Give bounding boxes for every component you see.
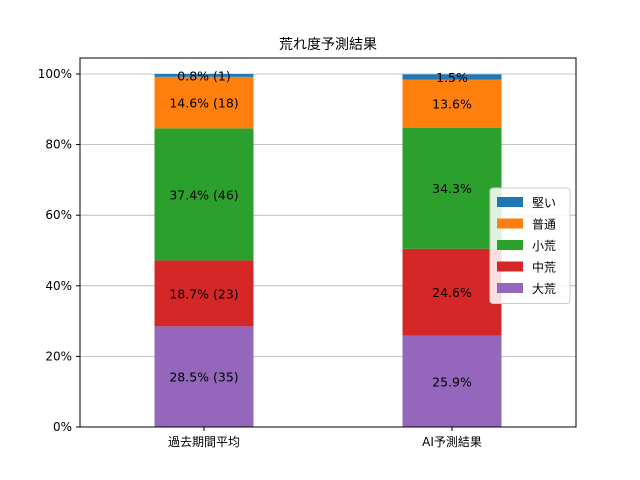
bar-segment [154,326,254,427]
legend-swatch [497,197,523,207]
data-label: 28.5% (35) [169,370,238,385]
data-label: 34.3% [432,181,472,196]
y-tick-label: 100% [38,67,72,81]
legend-label: 中荒 [532,260,556,275]
data-labels: 28.5% (35) 18.7% (23) 37.4% (46) 14.6% (18)… [169,68,472,389]
legend-label: 小荒 [532,239,556,253]
data-label: 1.5% [436,70,468,85]
legend-label: 普通 [532,218,556,232]
bar-segment [402,74,502,80]
data-label: 13.6% [432,97,472,112]
legend-label: 大荒 [532,282,556,296]
legend-swatch [497,283,523,293]
legend-label: 堅い [532,196,556,210]
bar-segment [402,248,502,336]
y-tick-label: 20% [45,349,72,363]
data-label: 18.7% (23) [169,286,238,301]
bar-segment [154,76,254,129]
y-tick-label: 40% [45,279,72,293]
bar-segment [154,74,254,77]
x-tick-label: AI予測結果 [422,435,482,449]
legend-swatch [497,261,523,272]
legend-swatch [497,240,523,250]
y-axis: 0% 20% 40% 60% 80% 100% [38,67,80,434]
data-label: 14.6% (18) [169,96,238,111]
bar-segment [402,79,502,128]
bars [154,74,502,427]
bar-segment [154,260,254,327]
data-label: 37.4% (46) [169,187,238,202]
legend-swatch [497,218,523,229]
x-axis: 過去期間平均 AI予測結果 [168,427,482,449]
y-tick-label: 60% [45,208,72,222]
chart-title: 荒れ度予測結果 [279,37,377,53]
x-tick-label: 過去期間平均 [168,435,240,449]
data-label: 25.9% [432,374,472,389]
data-label: 0.8% (1) [177,68,230,83]
bar-segment [154,128,254,261]
bar-segment [402,127,502,249]
bar-segment [402,335,502,427]
y-tick-label: 0% [53,420,72,434]
y-tick-label: 80% [45,138,72,152]
data-label: 24.6% [432,285,472,300]
plot-frame [79,57,577,428]
legend-box [489,187,571,304]
